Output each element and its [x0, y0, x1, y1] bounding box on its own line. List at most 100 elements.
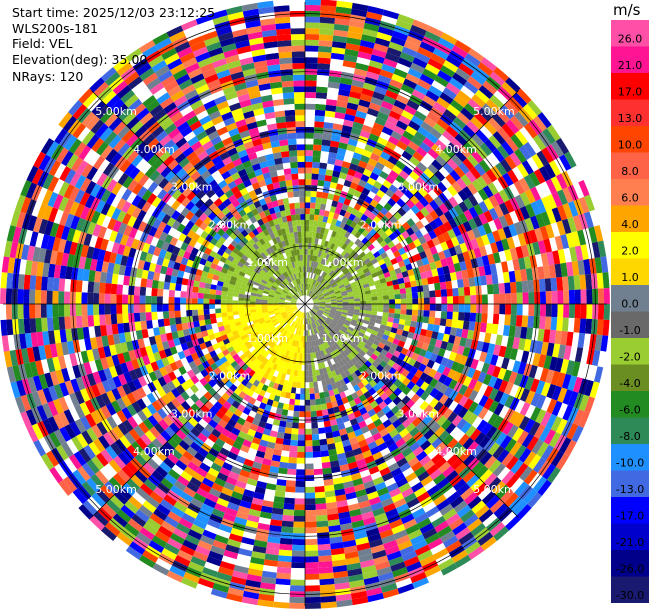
velocity-gate [535, 253, 544, 268]
velocity-gate [458, 62, 474, 77]
velocity-gate [434, 289, 442, 298]
velocity-gate [385, 423, 396, 434]
velocity-gate [385, 340, 393, 348]
velocity-gate [528, 454, 542, 470]
velocity-gate [316, 339, 321, 346]
velocity-gate [342, 307, 349, 311]
velocity-gate [348, 256, 355, 264]
velocity-gate [352, 215, 361, 224]
velocity-gate [370, 310, 378, 316]
velocity-gate [305, 132, 314, 139]
velocity-gate [369, 172, 380, 181]
velocity-gate [381, 165, 392, 175]
velocity-gate [406, 372, 415, 381]
velocity-gate [305, 463, 314, 470]
velocity-gate [411, 315, 418, 322]
velocity-gate [358, 420, 367, 429]
velocity-gate [337, 177, 346, 186]
velocity-gate [419, 372, 429, 382]
velocity-gate [562, 203, 573, 219]
velocity-gate [563, 247, 572, 263]
velocity-gate [325, 234, 332, 242]
velocity-gate [384, 52, 400, 63]
velocity-gate [317, 310, 324, 315]
velocity-gate [162, 289, 170, 297]
velocity-gate [428, 511, 443, 523]
velocity-gate [487, 253, 496, 265]
velocity-gate [388, 110, 402, 121]
velocity-gate [326, 241, 333, 249]
velocity-gate [314, 392, 320, 400]
velocity-gate [545, 413, 558, 430]
velocity-gate [398, 184, 408, 194]
velocity-gate [284, 491, 296, 499]
velocity-gate [414, 512, 429, 524]
velocity-gate [343, 321, 351, 327]
velocity-gate [464, 53, 481, 67]
velocity-gate [356, 248, 364, 256]
velocity-gate [372, 339, 381, 347]
velocity-gate [331, 283, 338, 289]
velocity-gate [122, 313, 129, 324]
velocity-gate [347, 326, 355, 332]
velocity-gate [361, 337, 368, 344]
velocity-gate [407, 269, 415, 277]
velocity-gate [369, 285, 377, 291]
velocity-gate [313, 132, 323, 140]
velocity-gate [550, 222, 561, 238]
velocity-gate [460, 174, 472, 187]
velocity-gate [359, 130, 371, 139]
velocity-gate [350, 281, 357, 287]
velocity-gate [349, 20, 365, 29]
velocity-gate [348, 344, 355, 352]
velocity-gate [549, 356, 558, 371]
velocity-gate [399, 135, 411, 146]
velocity-gate [367, 243, 375, 251]
velocity-gate [322, 290, 329, 295]
velocity-gate [350, 85, 363, 94]
velocity-gate [226, 299, 233, 304]
velocity-gate [316, 333, 321, 340]
velocity-gate [316, 526, 329, 534]
velocity-gate [397, 540, 413, 551]
velocity-gate [355, 210, 364, 219]
velocity-gate [568, 304, 576, 319]
velocity-gate [369, 152, 381, 162]
velocity-gate [168, 289, 176, 298]
velocity-gate [344, 362, 352, 370]
velocity-gate [317, 238, 323, 246]
velocity-gate [64, 316, 72, 330]
velocity-gate [467, 496, 482, 510]
velocity-gate [395, 345, 404, 353]
velocity-gate [274, 584, 291, 592]
velocity-gate [468, 389, 479, 402]
velocity-gate [403, 41, 420, 52]
velocity-gate [504, 199, 515, 214]
velocity-gate [378, 106, 392, 116]
velocity-gate [324, 307, 331, 310]
velocity-gate [500, 335, 509, 347]
velocity-gate [505, 77, 521, 93]
velocity-gate [290, 567, 305, 575]
velocity-gate [463, 453, 476, 467]
velocity-gate [379, 428, 389, 438]
velocity-gate [571, 165, 584, 183]
velocity-gate [320, 330, 326, 337]
velocity-gate [334, 313, 341, 318]
velocity-gate [429, 261, 437, 271]
velocity-gate [311, 255, 316, 262]
velocity-gate [342, 304, 349, 307]
velocity-gate [390, 257, 398, 266]
velocity-gate [354, 304, 361, 307]
velocity-gate [383, 202, 393, 212]
velocity-gate [301, 370, 305, 377]
velocity-gate [378, 492, 392, 502]
velocity-gate [420, 121, 434, 133]
velocity-gate [520, 350, 530, 364]
velocity-gate [348, 324, 356, 330]
velocity-gate [380, 263, 388, 270]
velocity-gate [470, 295, 477, 304]
velocity-gate [350, 372, 358, 380]
velocity-gate [463, 198, 474, 210]
velocity-gate [329, 140, 340, 148]
